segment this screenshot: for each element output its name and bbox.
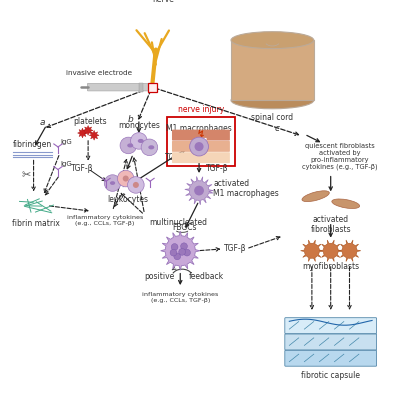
- FancyBboxPatch shape: [285, 334, 376, 350]
- FancyBboxPatch shape: [139, 83, 143, 92]
- FancyBboxPatch shape: [87, 83, 149, 91]
- Text: M1 macrophages: M1 macrophages: [166, 124, 232, 133]
- FancyBboxPatch shape: [285, 350, 376, 366]
- Text: a: a: [39, 118, 45, 127]
- Text: TGF-β: TGF-β: [206, 164, 228, 173]
- Text: positive: positive: [145, 272, 175, 281]
- Ellipse shape: [127, 143, 133, 148]
- Text: TGF-β: TGF-β: [71, 164, 94, 172]
- Polygon shape: [185, 176, 213, 205]
- FancyBboxPatch shape: [285, 318, 376, 334]
- Text: TGF-β: TGF-β: [224, 244, 246, 253]
- Polygon shape: [301, 240, 323, 262]
- Text: inflammatory cytokines
(e.g., CCLs, TGF-β): inflammatory cytokines (e.g., CCLs, TGF-…: [142, 292, 219, 303]
- Circle shape: [194, 186, 204, 196]
- FancyBboxPatch shape: [147, 83, 156, 92]
- Text: leukocytes: leukocytes: [107, 195, 148, 204]
- Text: c: c: [275, 124, 280, 133]
- Text: inflammatory cytokines
(e.g., CCLs, TGF-β): inflammatory cytokines (e.g., CCLs, TGF-…: [67, 215, 143, 226]
- Text: b: b: [127, 115, 133, 124]
- Text: fibrotic capsule: fibrotic capsule: [301, 371, 360, 380]
- Circle shape: [179, 248, 185, 255]
- FancyBboxPatch shape: [195, 138, 207, 142]
- Ellipse shape: [302, 191, 329, 202]
- Circle shape: [128, 177, 144, 193]
- Circle shape: [171, 244, 178, 250]
- Circle shape: [123, 176, 129, 182]
- Circle shape: [118, 170, 134, 187]
- Circle shape: [141, 139, 158, 156]
- Text: invasive electrode: invasive electrode: [66, 70, 132, 76]
- Text: multinucleated: multinucleated: [149, 218, 208, 228]
- FancyBboxPatch shape: [167, 117, 235, 166]
- Circle shape: [120, 137, 137, 154]
- Text: FBGCs: FBGCs: [173, 223, 197, 232]
- Ellipse shape: [231, 32, 314, 48]
- Ellipse shape: [231, 92, 314, 109]
- Text: activated
M1 macrophages: activated M1 macrophages: [213, 179, 279, 198]
- Circle shape: [104, 175, 121, 191]
- Circle shape: [184, 249, 190, 256]
- Ellipse shape: [332, 199, 360, 208]
- FancyBboxPatch shape: [172, 141, 230, 152]
- Polygon shape: [83, 126, 93, 135]
- Text: activated
fibroblasts: activated fibroblasts: [310, 215, 351, 234]
- FancyBboxPatch shape: [231, 40, 314, 100]
- Ellipse shape: [138, 139, 144, 143]
- Polygon shape: [338, 240, 361, 262]
- Text: fibrin matrix: fibrin matrix: [11, 219, 59, 228]
- Polygon shape: [161, 231, 200, 270]
- Text: ✂: ✂: [21, 170, 31, 180]
- Text: feedback: feedback: [189, 272, 224, 281]
- Circle shape: [174, 253, 181, 260]
- Text: myofibroblasts: myofibroblasts: [302, 262, 359, 271]
- Circle shape: [181, 243, 187, 250]
- Text: platelets: platelets: [73, 116, 107, 126]
- Text: TGF-β: TGF-β: [165, 153, 188, 162]
- Circle shape: [133, 182, 139, 188]
- Text: monocytes: monocytes: [118, 121, 160, 130]
- Text: ↯: ↯: [197, 129, 205, 139]
- Circle shape: [130, 133, 147, 149]
- Polygon shape: [89, 130, 99, 140]
- Text: IgG: IgG: [60, 139, 72, 145]
- Polygon shape: [77, 128, 87, 138]
- FancyBboxPatch shape: [172, 130, 230, 140]
- Circle shape: [190, 137, 208, 156]
- Polygon shape: [320, 240, 342, 262]
- Circle shape: [170, 249, 177, 256]
- Text: nerve: nerve: [152, 0, 174, 4]
- Ellipse shape: [148, 145, 154, 149]
- Circle shape: [195, 142, 204, 151]
- Ellipse shape: [110, 181, 115, 185]
- Text: fibrinogen: fibrinogen: [13, 140, 52, 149]
- Text: quiescent fibroblasts
activated by
pro-inflammatory
cytokines (e.g., TGF-β): quiescent fibroblasts activated by pro-i…: [302, 143, 378, 170]
- Text: IgG: IgG: [60, 161, 72, 167]
- Text: nerve injury: nerve injury: [178, 105, 224, 114]
- FancyBboxPatch shape: [172, 152, 230, 163]
- Text: spinal cord: spinal cord: [252, 114, 294, 122]
